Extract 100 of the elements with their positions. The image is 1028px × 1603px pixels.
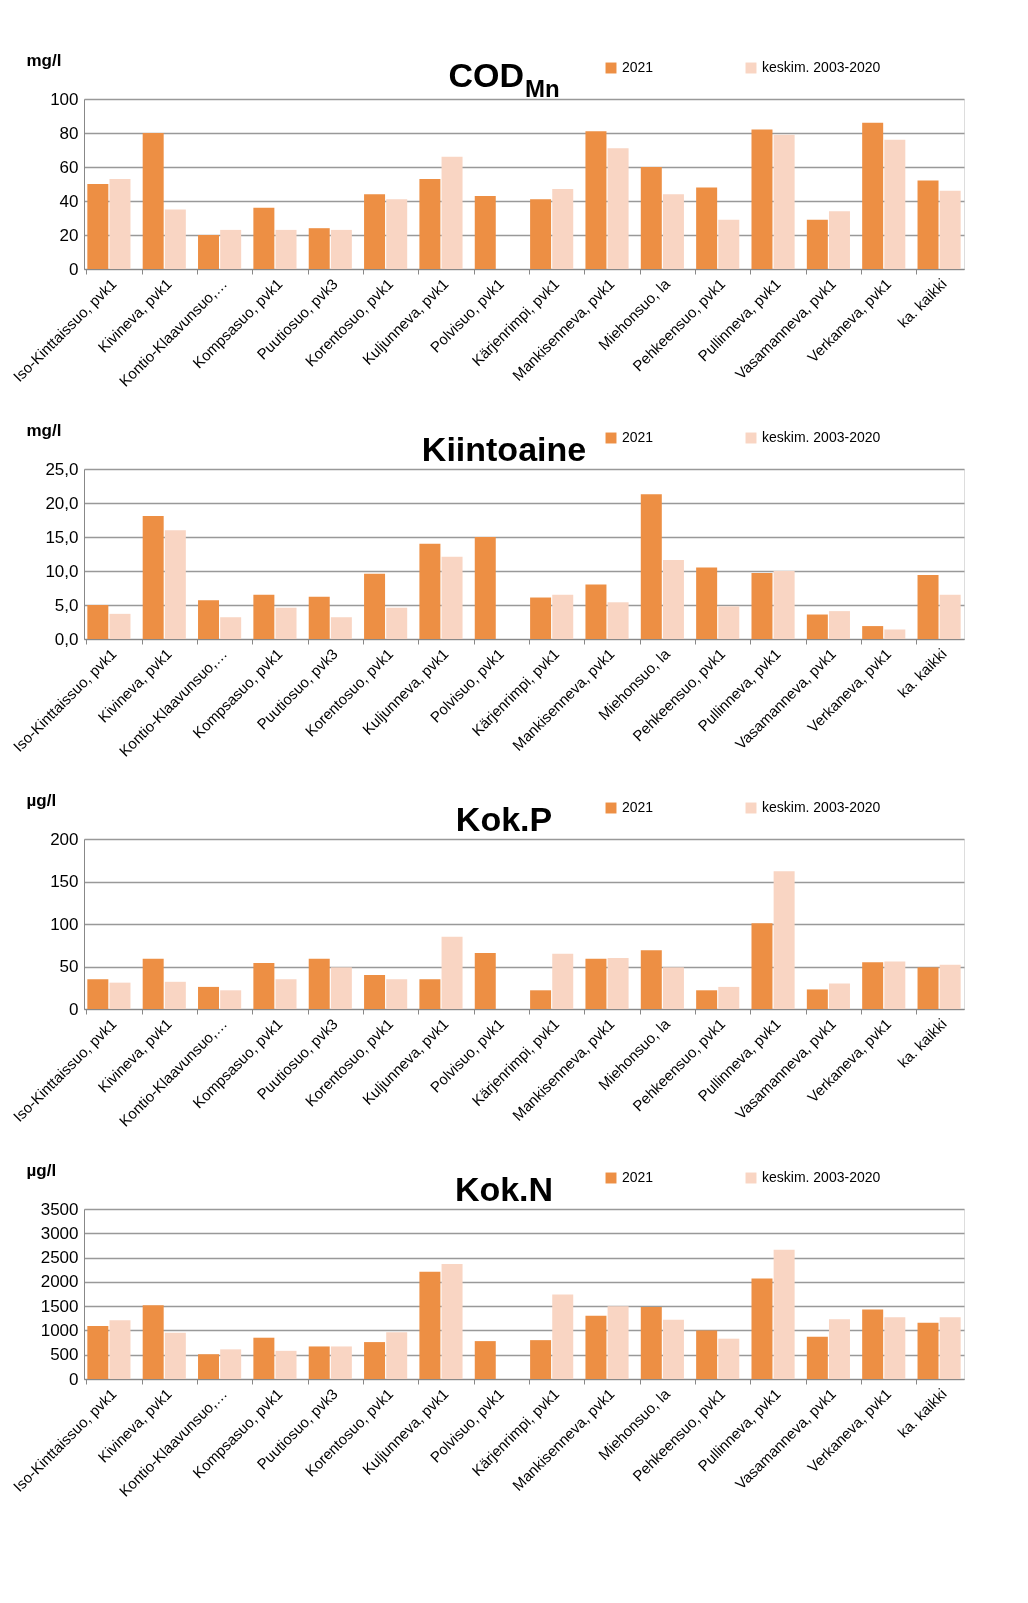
bar [884,1317,906,1379]
bar [142,515,164,639]
bar [607,602,629,639]
bar [386,979,408,1009]
bar [718,606,740,639]
y-tick-label: 1000 [40,1320,79,1340]
bar [862,626,884,639]
bar [441,1263,463,1379]
bar [552,953,574,1009]
y-tick-label: 2000 [40,1272,79,1292]
bar [275,607,297,639]
y-tick-label: 150 [50,872,79,891]
bar [330,617,352,639]
bar [751,129,773,269]
y-tick-label: 80 [59,123,79,143]
bar [640,1307,662,1379]
bar [530,990,552,1009]
bar [474,195,496,269]
y-tick-label: 50 [59,957,79,976]
bar [142,133,164,269]
bar [253,594,275,639]
bar [552,1294,574,1379]
chart-title: Kok.N [454,1170,554,1208]
bar [862,962,884,1009]
bar [718,986,740,1009]
bar [419,979,441,1009]
legend-label: 2021 [622,799,654,815]
legend-label: keskim. 2003-2020 [762,799,881,815]
bar [419,178,441,269]
bar [530,597,552,639]
bar [828,983,850,1009]
bar [806,614,828,639]
y-tick-label: 40 [59,191,79,211]
legend-label: 2021 [622,1169,654,1185]
bar [474,952,496,1009]
bar [330,229,352,269]
bar [419,543,441,639]
y-axis-title: µg/l [26,1160,57,1180]
bar [751,573,773,639]
bar [275,979,297,1009]
bar [386,199,408,269]
bar [917,967,939,1009]
bar [441,556,463,639]
bar [253,207,275,269]
y-tick-label: 100 [50,89,79,109]
bar [552,189,574,269]
bar [441,156,463,269]
y-tick-label: 100 [50,914,79,934]
y-tick-label: 0 [69,1369,79,1389]
bar [142,1305,164,1379]
bar [585,131,607,269]
bar [530,1340,552,1379]
bar [773,571,795,639]
bar [862,122,884,269]
bar [862,1309,884,1379]
bar [164,1332,186,1379]
bar [751,1278,773,1379]
bar [164,530,186,639]
y-tick-label: 3000 [40,1223,79,1243]
bar [109,1320,131,1379]
bar [364,975,386,1009]
bar [607,958,629,1009]
bar [308,958,330,1009]
bar [552,594,574,639]
bar [109,982,131,1009]
bar [607,1306,629,1379]
bar [828,611,850,639]
bar [308,1346,330,1379]
bar [939,190,961,269]
bar [696,1330,718,1379]
bar [939,1317,961,1379]
bar [640,494,662,639]
bar [142,958,164,1009]
bar [253,1337,275,1379]
bar [773,871,795,1009]
y-tick-label: 25,0 [45,459,79,479]
bar [164,209,186,269]
bar [662,967,684,1009]
bar [939,594,961,639]
y-tick-label: 200 [50,829,79,849]
bar [87,979,109,1009]
bar [253,963,275,1009]
bar [696,187,718,269]
bar [308,228,330,269]
y-tick-label: 500 [50,1345,79,1365]
y-tick-label: 20 [59,225,79,245]
y-tick-label: 3500 [40,1199,79,1219]
bar [441,936,463,1009]
bar [275,229,297,269]
bar [751,923,773,1009]
bar [662,194,684,269]
bar [474,1341,496,1379]
bar [939,964,961,1009]
bar [640,950,662,1009]
bar [640,167,662,269]
bar [220,1349,242,1379]
bar [220,229,242,269]
bar [806,989,828,1009]
bar [164,981,186,1009]
bar [585,958,607,1009]
